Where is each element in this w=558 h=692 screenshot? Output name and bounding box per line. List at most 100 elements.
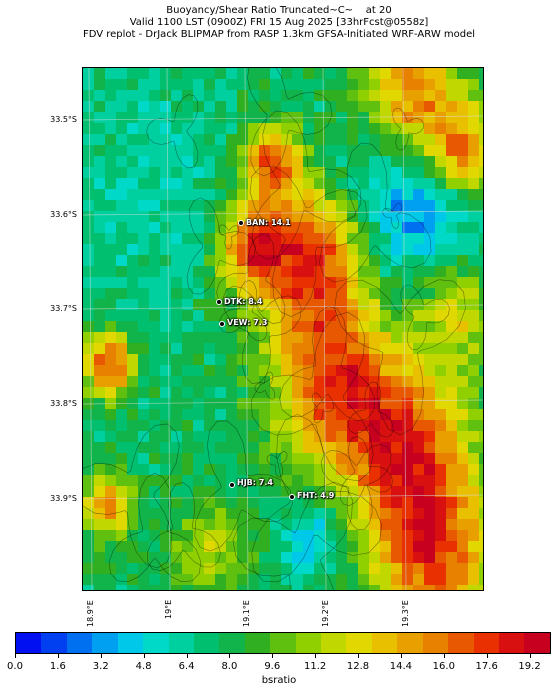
field-cell <box>259 123 271 135</box>
field-cell <box>303 299 315 311</box>
field-cell <box>270 310 282 322</box>
field-cell <box>424 431 436 443</box>
field-cell <box>369 112 381 124</box>
field-cell <box>303 585 315 590</box>
colorbar-segment <box>66 633 93 653</box>
field-cell <box>424 409 436 421</box>
field-cell <box>94 552 106 564</box>
field-cell <box>149 178 161 190</box>
field-cell <box>83 585 95 590</box>
field-cell <box>314 200 326 212</box>
field-cell <box>127 134 139 146</box>
field-cell <box>281 486 293 498</box>
field-cell <box>479 398 483 410</box>
field-cell <box>314 563 326 575</box>
field-cell <box>270 387 282 399</box>
field-cell <box>325 464 337 476</box>
field-cell <box>94 310 106 322</box>
field-cell <box>424 299 436 311</box>
field-cell <box>435 266 447 278</box>
field-cell <box>259 145 271 157</box>
field-cell <box>138 387 150 399</box>
field-cell <box>468 123 480 135</box>
colorbar-tick-label: 1.6 <box>49 661 66 672</box>
field-cell <box>226 453 238 465</box>
field-cell <box>380 288 392 300</box>
field-cell <box>94 266 106 278</box>
field-cell <box>270 552 282 564</box>
field-cell <box>215 68 227 80</box>
field-cell <box>347 420 359 432</box>
field-cell <box>105 420 117 432</box>
field-cell <box>105 321 117 333</box>
field-cell <box>281 167 293 179</box>
field-cell <box>237 376 249 388</box>
field-cell <box>226 145 238 157</box>
field-cell <box>259 398 271 410</box>
field-cell <box>215 167 227 179</box>
field-cell <box>138 167 150 179</box>
field-cell <box>83 255 95 267</box>
field-cell <box>446 420 458 432</box>
field-cell <box>193 398 205 410</box>
field-cell <box>413 90 425 102</box>
field-cell <box>182 68 194 80</box>
field-cell <box>369 288 381 300</box>
terrain-contour <box>147 482 221 572</box>
field-cell <box>347 233 359 245</box>
field-cell <box>160 211 172 223</box>
field-cell <box>479 310 483 322</box>
graticule-lon-line <box>322 68 327 590</box>
field-cell <box>402 310 414 322</box>
field-cell <box>259 321 271 333</box>
field-cell <box>336 475 348 487</box>
field-cell <box>369 200 381 212</box>
field-cell <box>457 354 469 366</box>
field-cell <box>325 431 337 443</box>
field-cell <box>347 277 359 289</box>
field-cell <box>105 222 117 234</box>
field-cell <box>369 277 381 289</box>
field-cell <box>479 222 483 234</box>
field-cell <box>303 563 315 575</box>
field-cell <box>292 585 304 590</box>
field-cell <box>369 398 381 410</box>
field-cell <box>347 453 359 465</box>
field-cell <box>182 266 194 278</box>
field-cell <box>468 222 480 234</box>
field-cell <box>347 123 359 135</box>
field-cell <box>160 178 172 190</box>
field-cell <box>149 376 161 388</box>
field-cell <box>435 123 447 135</box>
field-cell <box>391 398 403 410</box>
field-cell <box>402 519 414 531</box>
field-cell <box>457 508 469 520</box>
field-cell <box>314 277 326 289</box>
field-cell <box>336 233 348 245</box>
field-cell <box>303 200 315 212</box>
field-cell <box>215 563 227 575</box>
station-marker-dtk <box>216 299 222 305</box>
field-cell <box>171 453 183 465</box>
field-cell <box>325 552 337 564</box>
field-cell <box>281 497 293 509</box>
field-cell <box>182 420 194 432</box>
field-cell <box>468 497 480 509</box>
field-cell <box>127 365 139 377</box>
field-cell <box>391 431 403 443</box>
field-cell <box>149 266 161 278</box>
field-cell <box>479 189 483 201</box>
field-cell <box>325 321 337 333</box>
field-cell <box>435 508 447 520</box>
field-cell <box>204 310 216 322</box>
field-cell <box>336 321 348 333</box>
field-cell <box>325 123 337 135</box>
field-cell <box>446 123 458 135</box>
field-cell <box>479 574 483 586</box>
field-cell <box>479 156 483 168</box>
field-cell <box>435 68 447 80</box>
field-cell <box>83 101 95 113</box>
field-cell <box>248 475 260 487</box>
field-cell <box>215 222 227 234</box>
field-cell <box>347 68 359 80</box>
